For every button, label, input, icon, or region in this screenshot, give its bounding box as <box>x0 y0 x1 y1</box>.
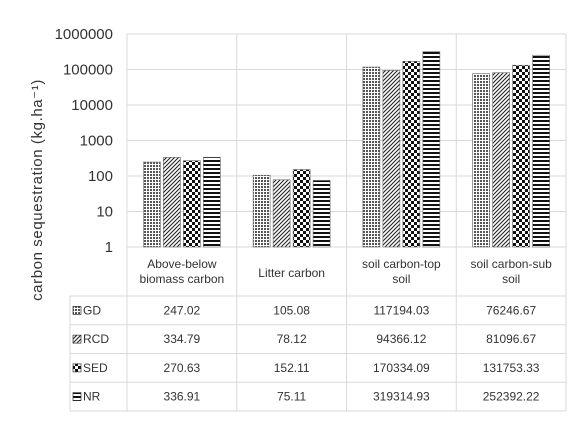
bar-nr <box>422 51 441 248</box>
bar-nr <box>532 54 550 248</box>
y-tick-label: 1000 <box>80 133 113 150</box>
legend-label: NR <box>83 390 101 404</box>
bar-rcd <box>163 157 181 248</box>
data-table: Above-below biomass carbon Litter carbon so… <box>69 257 566 412</box>
data-label: 319314.93 <box>373 390 430 404</box>
category-label: soil carbon-sub soil <box>470 257 552 286</box>
bar-rcd <box>492 72 510 248</box>
data-label: 75.11 <box>277 390 306 404</box>
bar-nr <box>312 180 331 248</box>
legend-label: GD <box>83 303 101 317</box>
legend-key-sed <box>72 363 82 373</box>
data-label: 247.02 <box>164 303 201 317</box>
legend-key-rcd <box>72 334 82 344</box>
data-label: 117194.03 <box>373 303 429 317</box>
data-label: 336.91 <box>164 390 201 404</box>
y-axis-label-group: carbon sequestration (kg.ha⁻¹) <box>29 79 46 301</box>
y-tick-labels: 1 10 100 1000 10000 100000 1000000 <box>55 26 113 256</box>
y-tick-label: 1000000 <box>55 26 113 43</box>
bar-gd <box>362 66 381 248</box>
legend-label: RCD <box>83 332 109 346</box>
data-label: 76246.67 <box>486 303 536 317</box>
bar-gd <box>252 174 271 248</box>
bar-sed <box>183 160 201 248</box>
y-tick-label: 10000 <box>71 97 113 114</box>
data-label: 334.79 <box>164 332 201 346</box>
bar-gd <box>143 161 161 248</box>
category-label: soil carbon-top soil <box>362 257 441 286</box>
bar-gd <box>472 73 490 248</box>
category-label: Above-below biomass carbon <box>140 257 225 286</box>
data-label: 105.08 <box>273 303 310 317</box>
bar-sed <box>402 60 421 248</box>
legend-label: SED <box>83 361 108 375</box>
data-label: 170334.09 <box>373 361 430 375</box>
bars <box>143 51 550 248</box>
legend-key-nr <box>72 392 82 401</box>
data-label: 81096.67 <box>486 332 536 346</box>
data-label: 94366.12 <box>376 332 426 346</box>
data-label: 131753.33 <box>483 361 540 375</box>
y-tick-label: 10 <box>96 204 113 221</box>
bar-nr <box>203 156 221 248</box>
bar-sed <box>512 64 530 248</box>
y-tick-label: 100 <box>88 168 113 185</box>
data-label: 152.11 <box>274 361 310 375</box>
bar-sed <box>292 169 311 248</box>
category-label: Litter carbon <box>258 266 325 280</box>
data-label: 252392.22 <box>483 390 540 404</box>
y-tick-label: 1 <box>105 239 113 256</box>
legend-key-gd <box>72 306 82 315</box>
data-label: 270.63 <box>164 361 201 375</box>
bar-rcd <box>272 179 291 248</box>
y-axis-label: carbon sequestration (kg.ha⁻¹) <box>29 79 46 301</box>
y-tick-label: 100000 <box>63 62 113 79</box>
bar-rcd <box>382 70 401 248</box>
data-label: 78.12 <box>277 332 307 346</box>
